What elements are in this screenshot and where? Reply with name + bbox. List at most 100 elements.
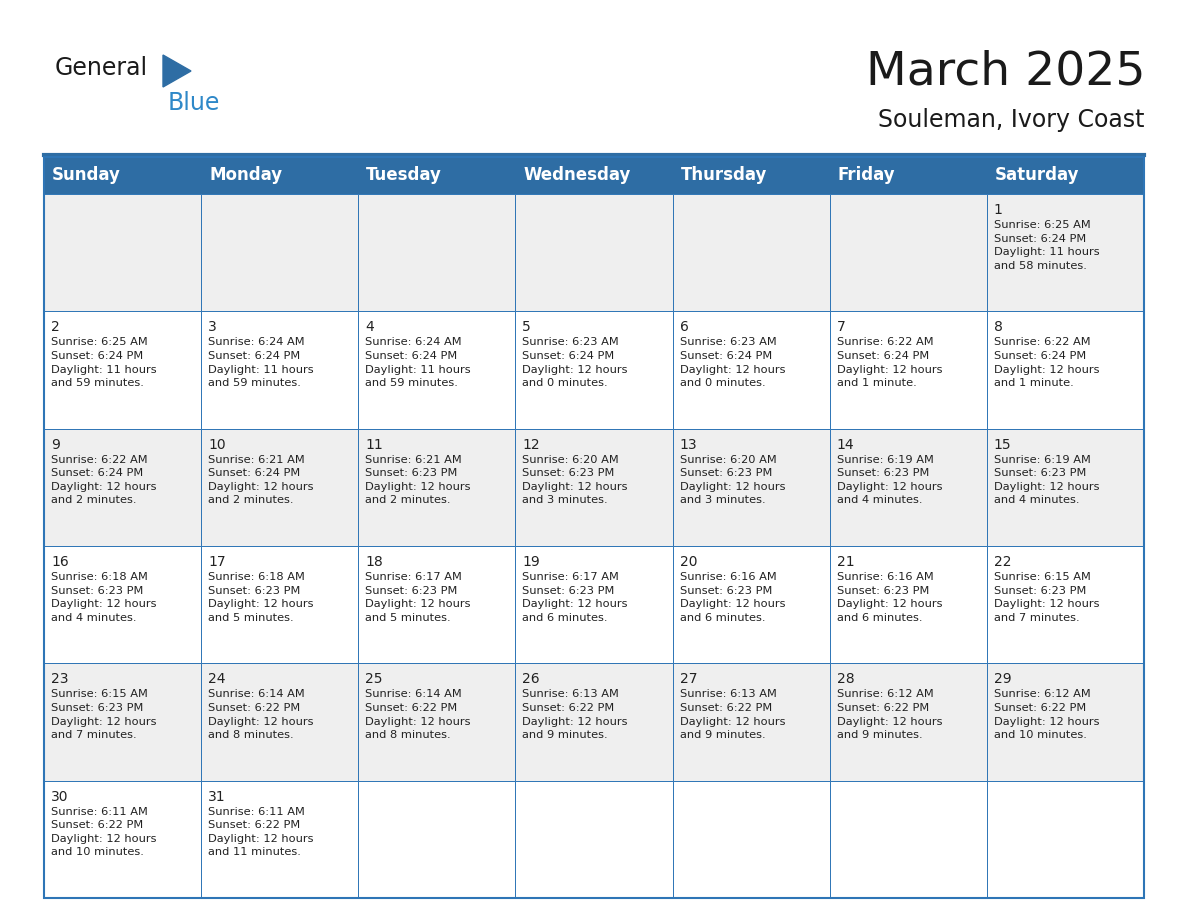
Bar <box>201 429 359 546</box>
Bar <box>44 194 201 311</box>
Bar <box>201 546 359 664</box>
Bar <box>829 664 987 780</box>
Bar <box>201 780 359 898</box>
Bar <box>44 664 201 780</box>
Bar <box>672 194 829 311</box>
Text: 2: 2 <box>51 320 59 334</box>
Text: Sunrise: 6:17 AM
Sunset: 6:23 PM
Daylight: 12 hours
and 5 minutes.: Sunrise: 6:17 AM Sunset: 6:23 PM Dayligh… <box>365 572 470 622</box>
Text: 1: 1 <box>994 203 1003 217</box>
Text: Thursday: Thursday <box>681 166 767 185</box>
Text: 19: 19 <box>523 555 541 569</box>
Bar <box>201 194 359 311</box>
Text: 11: 11 <box>365 438 383 452</box>
Text: 26: 26 <box>523 672 541 687</box>
Polygon shape <box>163 55 191 87</box>
Text: Sunrise: 6:22 AM
Sunset: 6:24 PM
Daylight: 12 hours
and 1 minute.: Sunrise: 6:22 AM Sunset: 6:24 PM Dayligh… <box>994 337 1099 388</box>
Text: Wednesday: Wednesday <box>524 166 631 185</box>
Text: Sunrise: 6:13 AM
Sunset: 6:22 PM
Daylight: 12 hours
and 9 minutes.: Sunrise: 6:13 AM Sunset: 6:22 PM Dayligh… <box>523 689 628 740</box>
Text: Sunrise: 6:20 AM
Sunset: 6:23 PM
Daylight: 12 hours
and 3 minutes.: Sunrise: 6:20 AM Sunset: 6:23 PM Dayligh… <box>523 454 628 506</box>
Text: 16: 16 <box>51 555 69 569</box>
Text: Sunrise: 6:18 AM
Sunset: 6:23 PM
Daylight: 12 hours
and 4 minutes.: Sunrise: 6:18 AM Sunset: 6:23 PM Dayligh… <box>51 572 157 622</box>
Bar <box>672 664 829 780</box>
Bar <box>672 429 829 546</box>
Text: Sunrise: 6:15 AM
Sunset: 6:23 PM
Daylight: 12 hours
and 7 minutes.: Sunrise: 6:15 AM Sunset: 6:23 PM Dayligh… <box>51 689 157 740</box>
Bar <box>359 194 516 311</box>
Text: Sunrise: 6:24 AM
Sunset: 6:24 PM
Daylight: 11 hours
and 59 minutes.: Sunrise: 6:24 AM Sunset: 6:24 PM Dayligh… <box>208 337 314 388</box>
Text: Monday: Monday <box>209 166 283 185</box>
Text: Sunrise: 6:12 AM
Sunset: 6:22 PM
Daylight: 12 hours
and 10 minutes.: Sunrise: 6:12 AM Sunset: 6:22 PM Dayligh… <box>994 689 1099 740</box>
Text: Sunrise: 6:23 AM
Sunset: 6:24 PM
Daylight: 12 hours
and 0 minutes.: Sunrise: 6:23 AM Sunset: 6:24 PM Dayligh… <box>523 337 628 388</box>
Text: 22: 22 <box>994 555 1011 569</box>
Bar <box>672 311 829 429</box>
Text: General: General <box>55 56 148 80</box>
Text: March 2025: March 2025 <box>866 50 1145 95</box>
Bar <box>672 780 829 898</box>
Bar <box>516 429 672 546</box>
Text: Blue: Blue <box>168 91 221 115</box>
Text: 17: 17 <box>208 555 226 569</box>
Text: Sunrise: 6:25 AM
Sunset: 6:24 PM
Daylight: 11 hours
and 59 minutes.: Sunrise: 6:25 AM Sunset: 6:24 PM Dayligh… <box>51 337 157 388</box>
Bar <box>829 157 987 194</box>
Text: Sunrise: 6:21 AM
Sunset: 6:24 PM
Daylight: 12 hours
and 2 minutes.: Sunrise: 6:21 AM Sunset: 6:24 PM Dayligh… <box>208 454 314 506</box>
Bar <box>987 194 1144 311</box>
Bar <box>516 311 672 429</box>
Text: 6: 6 <box>680 320 689 334</box>
Text: 20: 20 <box>680 555 697 569</box>
Text: Sunrise: 6:21 AM
Sunset: 6:23 PM
Daylight: 12 hours
and 2 minutes.: Sunrise: 6:21 AM Sunset: 6:23 PM Dayligh… <box>365 454 470 506</box>
Text: Sunrise: 6:22 AM
Sunset: 6:24 PM
Daylight: 12 hours
and 1 minute.: Sunrise: 6:22 AM Sunset: 6:24 PM Dayligh… <box>836 337 942 388</box>
Bar <box>201 664 359 780</box>
Text: 27: 27 <box>680 672 697 687</box>
Text: 31: 31 <box>208 789 226 803</box>
Text: 29: 29 <box>994 672 1011 687</box>
Text: Sunrise: 6:25 AM
Sunset: 6:24 PM
Daylight: 11 hours
and 58 minutes.: Sunrise: 6:25 AM Sunset: 6:24 PM Dayligh… <box>994 220 1099 271</box>
Text: Sunrise: 6:23 AM
Sunset: 6:24 PM
Daylight: 12 hours
and 0 minutes.: Sunrise: 6:23 AM Sunset: 6:24 PM Dayligh… <box>680 337 785 388</box>
Text: Sunrise: 6:19 AM
Sunset: 6:23 PM
Daylight: 12 hours
and 4 minutes.: Sunrise: 6:19 AM Sunset: 6:23 PM Dayligh… <box>836 454 942 506</box>
Bar <box>516 780 672 898</box>
Bar <box>44 546 201 664</box>
Text: 3: 3 <box>208 320 217 334</box>
Bar <box>987 664 1144 780</box>
Bar <box>829 311 987 429</box>
Bar <box>201 311 359 429</box>
Bar <box>359 664 516 780</box>
Text: Friday: Friday <box>838 166 896 185</box>
Text: 4: 4 <box>365 320 374 334</box>
Bar <box>987 546 1144 664</box>
Text: Sunday: Sunday <box>52 166 121 185</box>
Bar <box>672 157 829 194</box>
Text: Sunrise: 6:16 AM
Sunset: 6:23 PM
Daylight: 12 hours
and 6 minutes.: Sunrise: 6:16 AM Sunset: 6:23 PM Dayligh… <box>836 572 942 622</box>
Bar <box>516 664 672 780</box>
Bar <box>516 546 672 664</box>
Bar <box>829 546 987 664</box>
Text: 18: 18 <box>365 555 383 569</box>
Text: 30: 30 <box>51 789 69 803</box>
Bar <box>829 194 987 311</box>
Text: Sunrise: 6:12 AM
Sunset: 6:22 PM
Daylight: 12 hours
and 9 minutes.: Sunrise: 6:12 AM Sunset: 6:22 PM Dayligh… <box>836 689 942 740</box>
Bar <box>359 429 516 546</box>
Bar <box>44 429 201 546</box>
Bar <box>987 311 1144 429</box>
Text: 8: 8 <box>994 320 1003 334</box>
Text: Sunrise: 6:11 AM
Sunset: 6:22 PM
Daylight: 12 hours
and 10 minutes.: Sunrise: 6:11 AM Sunset: 6:22 PM Dayligh… <box>51 807 157 857</box>
Bar <box>359 546 516 664</box>
Text: Sunrise: 6:13 AM
Sunset: 6:22 PM
Daylight: 12 hours
and 9 minutes.: Sunrise: 6:13 AM Sunset: 6:22 PM Dayligh… <box>680 689 785 740</box>
Text: 23: 23 <box>51 672 69 687</box>
Text: Sunrise: 6:24 AM
Sunset: 6:24 PM
Daylight: 11 hours
and 59 minutes.: Sunrise: 6:24 AM Sunset: 6:24 PM Dayligh… <box>365 337 470 388</box>
Text: 15: 15 <box>994 438 1011 452</box>
Bar <box>829 780 987 898</box>
Bar <box>359 157 516 194</box>
Bar <box>516 157 672 194</box>
Text: 28: 28 <box>836 672 854 687</box>
Bar <box>44 157 1144 898</box>
Bar <box>44 780 201 898</box>
Text: 12: 12 <box>523 438 541 452</box>
Bar <box>987 780 1144 898</box>
Bar <box>359 311 516 429</box>
Text: 14: 14 <box>836 438 854 452</box>
Text: 7: 7 <box>836 320 846 334</box>
Text: 13: 13 <box>680 438 697 452</box>
Text: 21: 21 <box>836 555 854 569</box>
Text: Sunrise: 6:15 AM
Sunset: 6:23 PM
Daylight: 12 hours
and 7 minutes.: Sunrise: 6:15 AM Sunset: 6:23 PM Dayligh… <box>994 572 1099 622</box>
Text: 24: 24 <box>208 672 226 687</box>
Text: 25: 25 <box>365 672 383 687</box>
